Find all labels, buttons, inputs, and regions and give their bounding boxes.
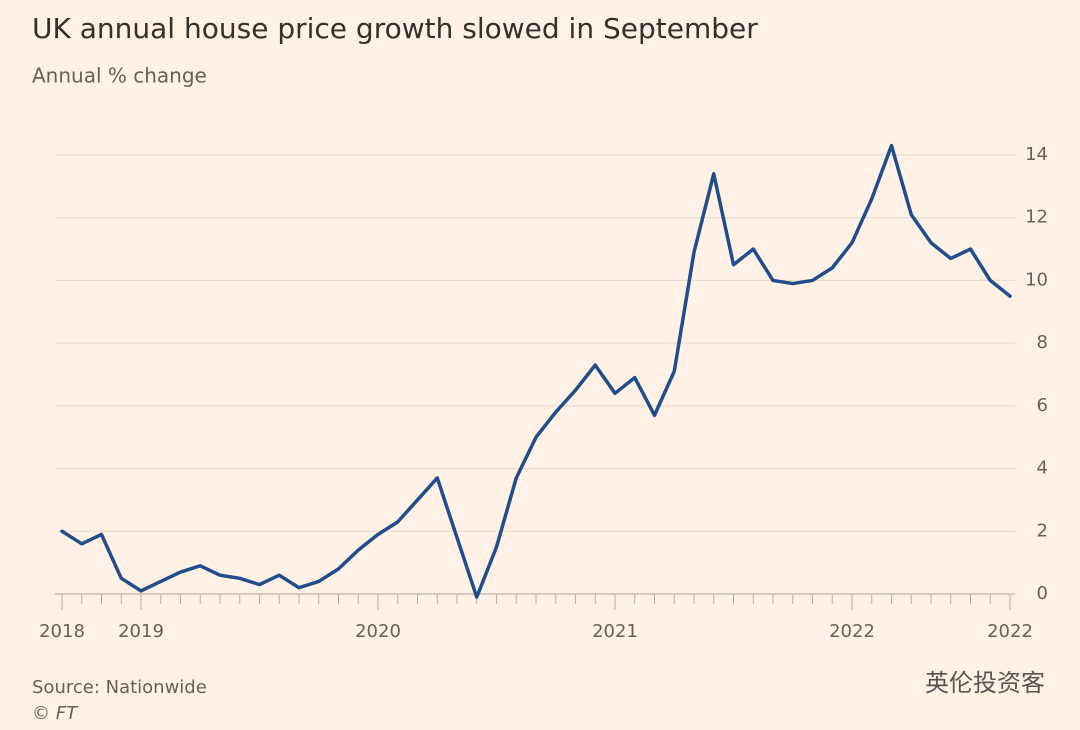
y-tick-label: 6 [1037,395,1048,416]
series-line [60,143,1012,599]
chart-subtitle: Annual % change [32,64,207,88]
chart-title: UK annual house price growth slowed in S… [32,12,758,45]
x-tick-label: 2020 [355,621,401,642]
watermark: 英伦投资客 [925,669,1045,697]
y-tick-label: 10 [1025,269,1048,290]
y-tick-label: 14 [1025,144,1048,165]
y-tick-label: 12 [1025,207,1048,228]
x-tick-label: 2019 [118,621,164,642]
y-tick-label: 0 [1037,583,1048,604]
copyright: © FT [32,703,79,724]
x-tick-label: 2018 [39,621,85,642]
source: Source: Nationwide [32,677,207,698]
y-tick-label: 8 [1037,332,1048,353]
y-tick-label: 2 [1037,520,1048,541]
x-tick-label: 2022 [987,621,1033,642]
x-tick-label: 2022 [829,621,875,642]
y-tick-label: 4 [1037,458,1048,479]
x-tick-label: 2021 [592,621,638,642]
